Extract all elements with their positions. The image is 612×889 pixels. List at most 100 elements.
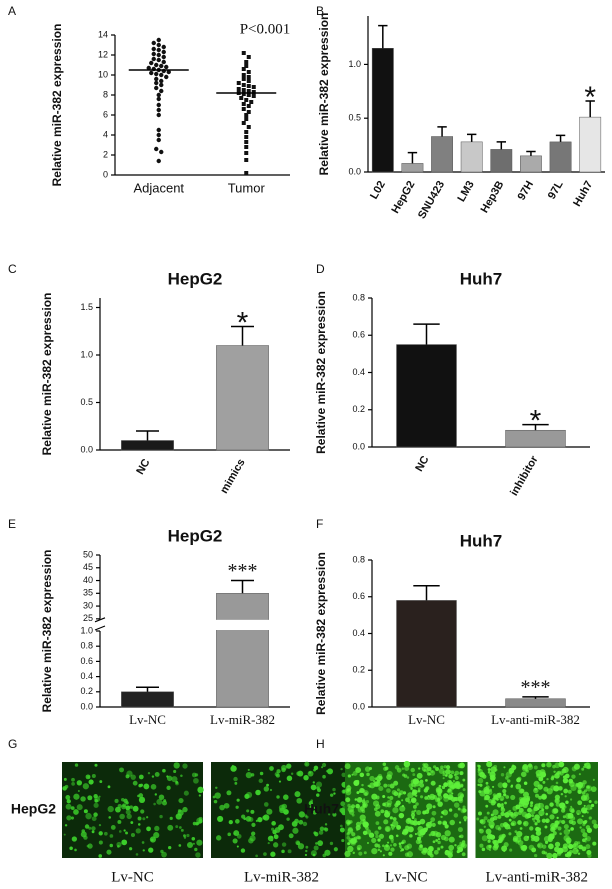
cell — [594, 800, 598, 804]
cell — [569, 781, 575, 788]
y-axis-label: Relative miR-382 expression — [314, 552, 328, 715]
y-tick-label: 0.2 — [352, 665, 365, 675]
point — [244, 145, 249, 149]
cell — [286, 763, 292, 769]
cell — [270, 835, 273, 839]
cell — [561, 820, 566, 825]
cell — [94, 763, 98, 767]
cell — [440, 845, 444, 849]
cell — [359, 772, 365, 778]
cell — [491, 799, 495, 804]
cell — [414, 780, 421, 787]
cell — [91, 826, 96, 831]
cell — [457, 796, 463, 802]
cell — [385, 827, 390, 832]
cell — [582, 780, 587, 785]
cell — [479, 819, 484, 824]
x-tick-label: mimics — [218, 457, 247, 496]
cell — [572, 847, 579, 855]
cell — [444, 824, 449, 829]
cell — [452, 779, 456, 783]
cell — [532, 817, 535, 821]
cell — [522, 847, 527, 852]
cell — [510, 822, 515, 826]
cell — [399, 805, 406, 812]
cell — [557, 770, 562, 775]
cell — [557, 826, 562, 831]
cell — [585, 844, 591, 850]
cell — [107, 785, 111, 789]
cell — [151, 775, 155, 778]
cell — [109, 843, 114, 848]
cell — [312, 781, 315, 784]
cell — [93, 812, 98, 817]
cell — [543, 835, 551, 843]
point — [159, 72, 164, 78]
cell — [549, 814, 555, 820]
cell — [575, 809, 582, 815]
bar — [579, 116, 602, 173]
cell — [171, 776, 178, 783]
cell — [447, 788, 453, 794]
cell — [417, 767, 421, 770]
cell — [508, 818, 512, 822]
cell — [391, 828, 394, 831]
cell — [394, 802, 399, 808]
cell — [390, 847, 395, 852]
axis-break — [94, 617, 106, 631]
cell — [346, 832, 350, 836]
cell — [347, 803, 351, 808]
cell — [85, 774, 91, 780]
cell — [99, 780, 103, 784]
error-bar — [407, 151, 418, 164]
cell — [476, 764, 480, 767]
cell — [400, 841, 404, 845]
cell — [158, 794, 165, 800]
cell — [74, 848, 77, 852]
cell — [345, 789, 352, 796]
point — [156, 96, 161, 102]
cell — [195, 852, 201, 858]
cell — [433, 765, 437, 769]
cell — [140, 809, 145, 814]
cell — [535, 826, 540, 832]
cell — [443, 796, 449, 802]
cell — [322, 774, 326, 779]
y-axis-label: Relative miR-382 expression — [317, 13, 331, 176]
cell — [526, 835, 530, 839]
error-bar — [136, 430, 159, 441]
cell — [65, 794, 71, 800]
cell — [182, 806, 188, 813]
cell — [592, 778, 595, 781]
significance-label: * — [584, 81, 596, 114]
cell — [545, 820, 549, 823]
cell — [389, 816, 393, 820]
point — [246, 89, 251, 93]
error-bar — [378, 24, 388, 49]
y-tick-label: 0.8 — [80, 641, 93, 651]
point — [156, 132, 161, 138]
cell — [488, 849, 491, 852]
cell — [512, 837, 518, 843]
cell — [313, 831, 317, 835]
cell — [437, 789, 442, 794]
cell — [500, 807, 506, 813]
error-bar — [522, 423, 549, 431]
cell — [245, 771, 253, 779]
cell — [138, 796, 146, 804]
cell — [150, 838, 154, 842]
cell — [462, 788, 466, 792]
point — [244, 171, 249, 175]
cell — [404, 765, 410, 771]
cell — [332, 787, 336, 792]
cell — [129, 805, 133, 809]
cell — [377, 826, 382, 830]
cell — [412, 789, 418, 795]
cell — [354, 840, 358, 843]
y-axis-label: Relative miR-382 expression — [314, 291, 328, 454]
cell — [585, 804, 592, 811]
cell — [401, 799, 404, 802]
cell — [130, 832, 136, 838]
cell — [510, 794, 516, 801]
cell — [517, 820, 522, 825]
